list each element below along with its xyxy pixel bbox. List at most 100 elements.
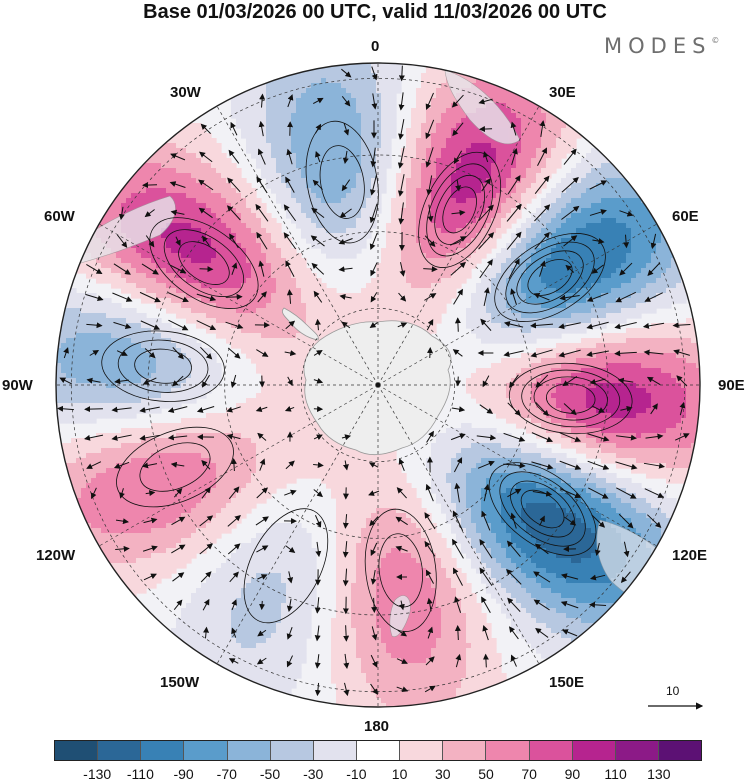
field-cell xyxy=(116,263,122,269)
field-cell xyxy=(461,113,467,119)
field-cell xyxy=(306,198,312,204)
field-cell xyxy=(616,193,622,199)
field-cell xyxy=(521,128,527,134)
field-cell xyxy=(431,328,437,334)
field-cell xyxy=(286,123,292,129)
field-cell xyxy=(341,123,347,129)
field-cell xyxy=(426,213,432,219)
field-cell xyxy=(426,98,432,104)
field-cell xyxy=(486,168,492,174)
field-cell xyxy=(526,323,532,329)
field-cell xyxy=(326,153,332,159)
field-cell xyxy=(561,308,567,314)
field-cell xyxy=(456,233,462,239)
field-cell xyxy=(381,138,387,144)
field-cell xyxy=(436,278,442,284)
field-cell xyxy=(156,273,162,279)
field-cell xyxy=(191,288,197,294)
field-cell xyxy=(576,223,582,229)
field-cell xyxy=(596,253,602,259)
field-cell xyxy=(326,163,332,169)
field-cell xyxy=(186,188,192,194)
field-cell xyxy=(576,193,582,199)
field-cell xyxy=(616,308,622,314)
field-cell xyxy=(191,203,197,209)
field-cell xyxy=(556,183,562,189)
field-cell xyxy=(451,223,457,229)
field-cell xyxy=(461,118,467,124)
field-cell xyxy=(491,138,497,144)
field-cell xyxy=(306,168,312,174)
field-cell xyxy=(551,278,557,284)
field-cell xyxy=(496,263,502,269)
field-cell xyxy=(371,278,377,284)
field-cell xyxy=(281,103,287,109)
field-cell xyxy=(601,283,607,289)
field-cell xyxy=(606,243,612,249)
field-cell xyxy=(146,288,152,294)
field-cell xyxy=(531,263,537,269)
field-cell xyxy=(536,173,542,179)
field-cell xyxy=(156,248,162,254)
field-cell xyxy=(626,283,632,289)
field-cell xyxy=(341,138,347,144)
field-cell xyxy=(626,308,632,314)
field-cell xyxy=(556,263,562,269)
field-cell xyxy=(236,173,242,179)
field-cell xyxy=(596,168,602,174)
field-cell xyxy=(271,293,277,299)
field-cell xyxy=(241,288,247,294)
field-cell xyxy=(281,238,287,244)
field-cell xyxy=(436,153,442,159)
field-cell xyxy=(411,303,417,309)
field-cell xyxy=(326,318,332,324)
field-cell xyxy=(276,323,282,329)
field-cell xyxy=(361,208,367,214)
field-cell xyxy=(221,223,227,229)
field-cell xyxy=(526,273,532,279)
field-cell xyxy=(331,128,337,134)
field-cell xyxy=(536,328,542,334)
field-cell xyxy=(186,338,192,344)
field-cell xyxy=(151,178,157,184)
field-cell xyxy=(191,183,197,189)
field-cell xyxy=(621,333,627,339)
field-cell xyxy=(256,113,262,119)
field-cell xyxy=(156,333,162,339)
field-cell xyxy=(581,263,587,269)
field-cell xyxy=(671,268,677,274)
field-cell xyxy=(181,333,187,339)
field-cell xyxy=(316,213,322,219)
field-cell xyxy=(481,133,487,139)
field-cell xyxy=(301,313,307,319)
field-cell xyxy=(496,228,502,234)
field-cell xyxy=(516,143,522,149)
field-cell xyxy=(246,213,252,219)
field-cell xyxy=(641,328,647,334)
field-cell xyxy=(366,168,372,174)
field-cell xyxy=(261,118,267,124)
field-cell xyxy=(576,318,582,324)
field-cell xyxy=(311,223,317,229)
field-cell xyxy=(511,173,517,179)
field-cell xyxy=(201,273,207,279)
field-cell xyxy=(316,168,322,174)
field-cell xyxy=(326,168,332,174)
field-cell xyxy=(586,283,592,289)
field-cell xyxy=(246,93,252,99)
field-cell xyxy=(506,163,512,169)
field-cell xyxy=(471,238,477,244)
field-cell xyxy=(596,183,602,189)
field-cell xyxy=(281,123,287,129)
field-cell xyxy=(181,338,187,344)
field-cell xyxy=(366,218,372,224)
field-cell xyxy=(426,123,432,129)
field-cell xyxy=(141,273,147,279)
field-cell xyxy=(231,198,237,204)
field-cell xyxy=(536,308,542,314)
field-cell xyxy=(436,88,442,94)
field-cell xyxy=(481,83,487,89)
field-cell xyxy=(406,238,412,244)
field-cell xyxy=(346,148,352,154)
field-cell xyxy=(296,163,302,169)
